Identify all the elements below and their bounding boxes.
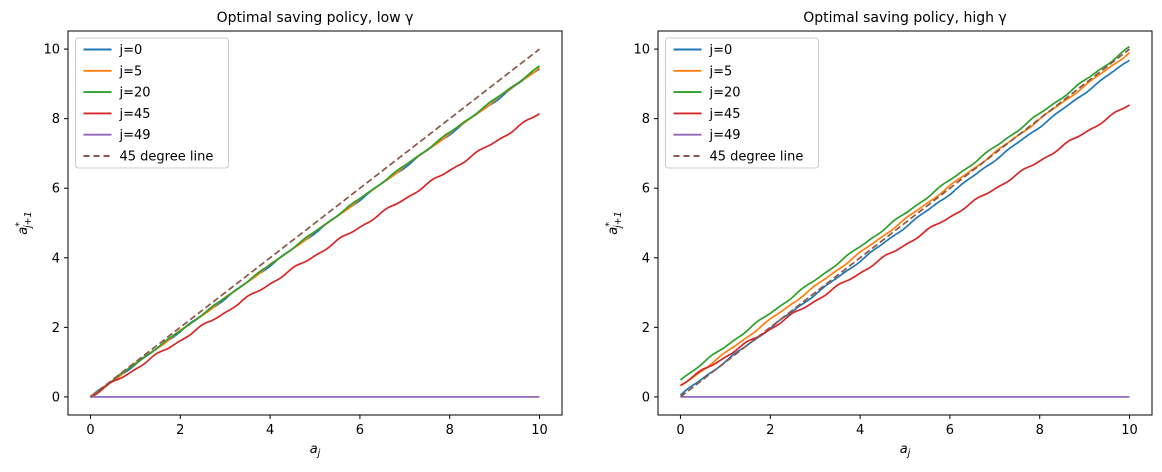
legend-label: 45 degree line — [120, 150, 214, 165]
legend-label: j=20 — [119, 86, 151, 101]
x-axis-label-high-gamma: aj — [900, 442, 911, 459]
legend-label: j=45 — [119, 107, 151, 122]
plot-title-low-gamma: Optimal saving policy, low γ — [217, 10, 414, 26]
x-tick-label-low-gamma: 6 — [356, 423, 364, 438]
y-tick-label-high-gamma: 0 — [642, 390, 650, 405]
x-tick-label-high-gamma: 10 — [1121, 423, 1138, 438]
x-tick-label-low-gamma: 4 — [266, 423, 274, 438]
legend-entry-low-gamma-45degreeline: 45 degree line — [83, 150, 214, 165]
axes-spines-low-gamma — [67, 30, 563, 416]
series-line-high-gamma-j45 — [680, 104, 1130, 387]
legend-entry-low-gamma-j49: j=49 — [83, 128, 151, 143]
plots-group: 0 2 4 6 8 10 0 2 4 6 8 10 aj a*j+1 j=0 j=5 j=20 j=45 j=49 4… — [14, 30, 1153, 459]
series-line-high-gamma-j0 — [679, 59, 1130, 396]
y-tick-label-low-gamma: 6 — [52, 182, 60, 197]
legend-label: j=20 — [709, 86, 741, 101]
legend-label: j=45 — [709, 107, 741, 122]
x-tick-label-low-gamma: 10 — [531, 423, 548, 438]
x-tick-label-high-gamma: 2 — [766, 423, 774, 438]
x-tick-label-high-gamma: 4 — [856, 423, 864, 438]
legend-label: j=5 — [709, 64, 733, 79]
y-tick-label-low-gamma: 8 — [52, 112, 60, 127]
subplot-high-gamma: 0 2 4 6 8 10 0 2 4 6 8 10 aj a*j+1 j=0 j=5 j=20 j=45 j=49 4… — [604, 30, 1153, 459]
y-tick-label-low-gamma: 2 — [52, 321, 60, 336]
series-line-low-gamma-j45 — [90, 112, 540, 399]
series-line-high-gamma-45degreeline — [679, 48, 1131, 398]
legend-entry-high-gamma-j0: j=0 — [673, 43, 733, 58]
legend-entry-high-gamma-45degreeline: 45 degree line — [673, 150, 804, 165]
legend-label: j=5 — [119, 64, 143, 79]
y-axis-label-low-gamma: a*j+1 — [14, 211, 34, 234]
y-tick-label-high-gamma: 6 — [642, 182, 650, 197]
y-tick-label-high-gamma: 10 — [633, 43, 650, 58]
legend-label: j=49 — [119, 128, 151, 143]
legend-box-low-gamma — [75, 37, 229, 169]
y-tick-label-low-gamma: 0 — [52, 390, 60, 405]
y-tick-label-low-gamma: 4 — [52, 251, 60, 266]
legend-entry-low-gamma-j0: j=0 — [83, 43, 143, 58]
y-tick-label-high-gamma: 2 — [642, 321, 650, 336]
x-tick-label-low-gamma: 0 — [86, 423, 94, 438]
x-tick-label-low-gamma: 2 — [176, 423, 184, 438]
y-axis-label-high-gamma: a*j+1 — [604, 211, 624, 234]
y-tick-label-high-gamma: 8 — [642, 112, 650, 127]
legend-entry-high-gamma-j49: j=49 — [673, 128, 741, 143]
x-axis-label-low-gamma: aj — [310, 442, 321, 459]
legend-entry-low-gamma-j5: j=5 — [83, 64, 143, 79]
x-tick-label-low-gamma: 8 — [446, 423, 454, 438]
legend-low-gamma: j=0 j=5 j=20 j=45 j=49 45 degree line — [75, 37, 229, 169]
legend-entry-high-gamma-j20: j=20 — [673, 86, 741, 101]
axes-spines-high-gamma — [657, 30, 1153, 416]
series-line-high-gamma-j5 — [680, 51, 1131, 387]
x-tick-label-high-gamma: 6 — [946, 423, 954, 438]
legend-box-high-gamma — [665, 37, 819, 169]
legend-label: j=0 — [119, 43, 143, 58]
legend-high-gamma: j=0 j=5 j=20 j=45 j=49 45 degree line — [665, 37, 819, 169]
y-tick-label-high-gamma: 4 — [642, 251, 650, 266]
legend-entry-low-gamma-j20: j=20 — [83, 86, 151, 101]
subplot-low-gamma: 0 2 4 6 8 10 0 2 4 6 8 10 aj a*j+1 j=0 j=5 j=20 j=45 j=49 4… — [14, 30, 563, 459]
legend-entry-high-gamma-j5: j=5 — [673, 64, 733, 79]
legend-label: j=0 — [709, 43, 733, 58]
series-line-low-gamma-45degreeline — [89, 48, 541, 398]
legend-entry-high-gamma-j45: j=45 — [673, 107, 741, 122]
y-tick-label-low-gamma: 10 — [43, 43, 60, 58]
x-tick-label-high-gamma: 8 — [1036, 423, 1044, 438]
legend-label: j=49 — [709, 128, 741, 143]
series-line-low-gamma-j20 — [89, 65, 540, 398]
series-line-high-gamma-j20 — [679, 45, 1130, 381]
x-tick-label-high-gamma: 0 — [676, 423, 684, 438]
plot-title-high-gamma: Optimal saving policy, high γ — [803, 10, 1006, 26]
legend-entry-low-gamma-j45: j=45 — [83, 107, 151, 122]
legend-label: 45 degree line — [710, 150, 804, 165]
